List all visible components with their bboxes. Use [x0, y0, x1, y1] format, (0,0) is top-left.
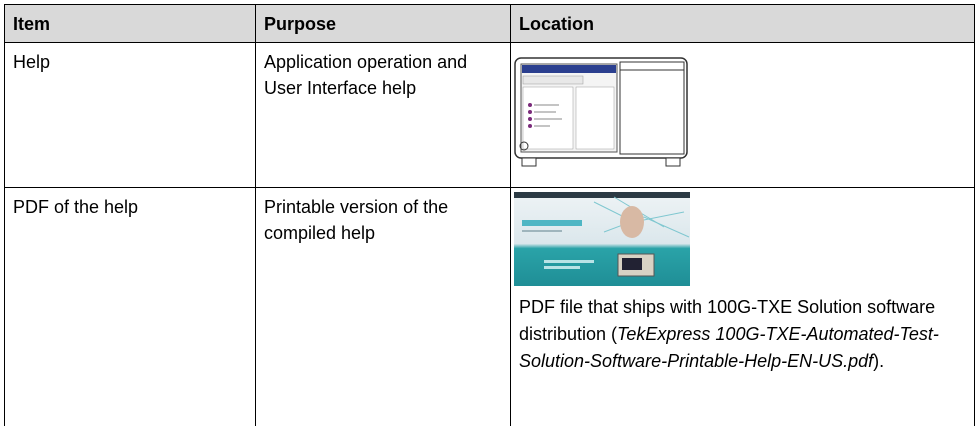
- purpose-cell: Application operation and User Interface…: [255, 42, 510, 187]
- purpose-cell: Printable version of the compiled help: [255, 187, 510, 426]
- location-cell: [510, 42, 975, 187]
- item-cell: Help: [4, 42, 255, 187]
- note-text: ).: [873, 351, 885, 371]
- header-cell: Location: [510, 4, 975, 42]
- instrument-illustration: [514, 57, 688, 167]
- header-cell: Item: [4, 4, 255, 42]
- note-text: PDF file that ships with 100G-TXE Soluti…: [519, 297, 936, 344]
- header-cell: Purpose: [255, 4, 510, 42]
- note-filename: TekExpress 100G-TXE-Automated-Test-Solut…: [519, 324, 939, 371]
- location-cell: [510, 187, 975, 426]
- location-note: PDF file that ships with 100G-TXE Soluti…: [519, 294, 969, 375]
- item-cell: PDF of the help: [4, 187, 255, 426]
- website-screenshot: [514, 192, 690, 286]
